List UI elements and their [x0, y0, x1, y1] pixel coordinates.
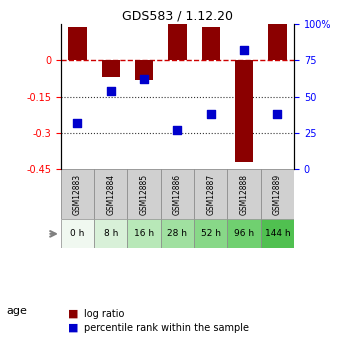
- Point: [275, 111, 280, 117]
- FancyBboxPatch shape: [227, 219, 261, 248]
- Title: GDS583 / 1.12.20: GDS583 / 1.12.20: [122, 10, 233, 23]
- Point: [141, 77, 147, 82]
- Bar: [102, 60, 120, 77]
- Text: 16 h: 16 h: [134, 229, 154, 238]
- FancyBboxPatch shape: [61, 169, 94, 219]
- FancyBboxPatch shape: [161, 169, 194, 219]
- Text: ■: ■: [68, 309, 78, 319]
- FancyBboxPatch shape: [261, 219, 294, 248]
- Text: 0 h: 0 h: [70, 229, 85, 238]
- Text: percentile rank within the sample: percentile rank within the sample: [84, 323, 249, 333]
- Text: 8 h: 8 h: [104, 229, 118, 238]
- FancyBboxPatch shape: [127, 219, 161, 248]
- Text: 52 h: 52 h: [201, 229, 221, 238]
- Text: GSM12887: GSM12887: [206, 174, 215, 215]
- Point: [108, 88, 114, 94]
- Bar: [235, 60, 253, 162]
- FancyBboxPatch shape: [94, 219, 127, 248]
- Text: age: age: [7, 306, 28, 315]
- FancyBboxPatch shape: [61, 219, 94, 248]
- Text: GSM12884: GSM12884: [106, 174, 115, 215]
- Point: [75, 120, 80, 126]
- FancyBboxPatch shape: [161, 219, 194, 248]
- Text: log ratio: log ratio: [84, 309, 125, 319]
- Text: GSM12888: GSM12888: [240, 174, 248, 215]
- Bar: [168, 24, 187, 60]
- Text: 96 h: 96 h: [234, 229, 254, 238]
- Bar: [135, 60, 153, 80]
- Text: ■: ■: [68, 323, 78, 333]
- FancyBboxPatch shape: [127, 169, 161, 219]
- Point: [208, 111, 214, 117]
- FancyBboxPatch shape: [194, 219, 227, 248]
- Text: GSM12889: GSM12889: [273, 174, 282, 215]
- Text: GSM12883: GSM12883: [73, 174, 82, 215]
- Bar: [268, 24, 287, 60]
- FancyBboxPatch shape: [94, 169, 127, 219]
- FancyBboxPatch shape: [194, 169, 227, 219]
- Point: [241, 48, 247, 53]
- Text: GSM12885: GSM12885: [140, 174, 149, 215]
- Bar: [201, 27, 220, 60]
- Point: [175, 128, 180, 133]
- FancyBboxPatch shape: [261, 169, 294, 219]
- Bar: [68, 27, 87, 60]
- Text: 144 h: 144 h: [265, 229, 290, 238]
- Text: GSM12886: GSM12886: [173, 174, 182, 215]
- FancyBboxPatch shape: [227, 169, 261, 219]
- Text: 28 h: 28 h: [167, 229, 188, 238]
